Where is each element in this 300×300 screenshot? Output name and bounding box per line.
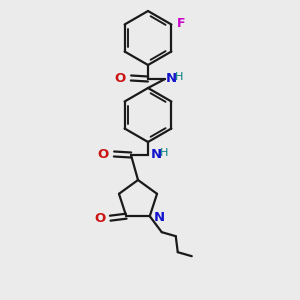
Text: O: O: [98, 148, 109, 160]
Text: H: H: [175, 72, 183, 82]
Text: N: N: [151, 148, 162, 160]
Text: H: H: [160, 148, 168, 158]
Text: N: N: [166, 71, 177, 85]
Text: N: N: [154, 211, 165, 224]
Text: F: F: [176, 17, 185, 30]
Text: O: O: [94, 212, 105, 225]
Text: O: O: [115, 71, 126, 85]
